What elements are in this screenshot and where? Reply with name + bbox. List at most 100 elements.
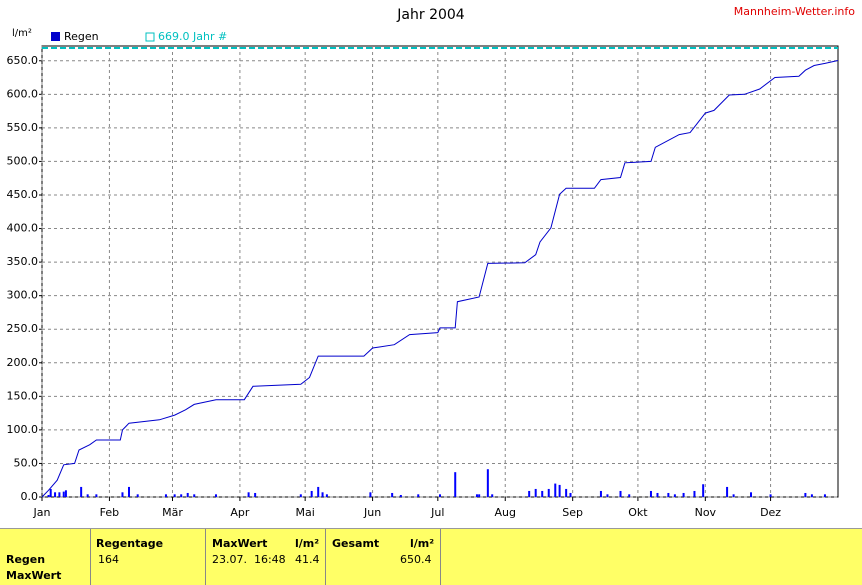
bar bbox=[58, 492, 61, 497]
cell: 650.4 bbox=[400, 553, 432, 566]
legend-swatch bbox=[145, 32, 155, 42]
row-label: Regen bbox=[6, 553, 46, 566]
bar bbox=[95, 494, 98, 497]
bar bbox=[569, 492, 572, 497]
bar bbox=[299, 494, 302, 497]
bar bbox=[823, 494, 826, 497]
bar bbox=[64, 490, 67, 497]
header: Regentage bbox=[96, 537, 164, 550]
x-tick-label: Dez bbox=[760, 506, 781, 519]
bar bbox=[47, 494, 50, 497]
bar bbox=[726, 486, 729, 497]
bar bbox=[732, 494, 735, 497]
bar bbox=[656, 492, 659, 497]
bar bbox=[693, 490, 696, 497]
bar bbox=[534, 488, 537, 497]
bar bbox=[628, 494, 631, 497]
bar bbox=[54, 492, 57, 497]
bar bbox=[682, 492, 685, 497]
y-tick-label: 550.0 bbox=[7, 121, 39, 134]
bar bbox=[186, 492, 189, 497]
bar bbox=[454, 472, 457, 497]
header: Gesamt bbox=[332, 537, 380, 550]
cell: 23.07. 16:48 bbox=[212, 553, 286, 566]
bar bbox=[769, 494, 772, 497]
bar bbox=[180, 494, 183, 497]
row-label: MaxWert bbox=[6, 569, 62, 582]
bar bbox=[804, 492, 807, 497]
bar bbox=[417, 494, 420, 497]
reference-label: 669.0 Jahr # bbox=[158, 30, 227, 43]
bar bbox=[127, 486, 130, 497]
site-label: Mannheim-Wetter.info bbox=[734, 5, 856, 18]
y-tick-label: 450.0 bbox=[7, 188, 39, 201]
x-tick-label: Okt bbox=[628, 506, 648, 519]
bar bbox=[121, 492, 124, 497]
bar bbox=[599, 490, 602, 497]
bar bbox=[399, 494, 402, 497]
bar bbox=[491, 494, 494, 497]
bar bbox=[254, 492, 257, 497]
y-tick-label: 100.0 bbox=[7, 423, 39, 436]
y-tick-label: 600.0 bbox=[7, 87, 39, 100]
x-tick-label: Nov bbox=[695, 506, 717, 519]
cell: 41.4 bbox=[295, 553, 320, 566]
bar bbox=[486, 469, 489, 497]
bar bbox=[478, 494, 481, 497]
bar bbox=[541, 490, 544, 497]
y-tick-label: 500.0 bbox=[7, 154, 39, 167]
bar bbox=[810, 494, 813, 497]
x-tick-label: Apr bbox=[230, 506, 250, 519]
bar bbox=[558, 484, 561, 497]
y-tick-label: 650.0 bbox=[7, 54, 39, 67]
bar bbox=[173, 494, 176, 497]
bar bbox=[547, 488, 550, 497]
x-tick-label: Sep bbox=[562, 506, 583, 519]
bar bbox=[391, 492, 394, 497]
y-tick-label: 50.0 bbox=[14, 456, 39, 469]
x-tick-label: Jun bbox=[363, 506, 381, 519]
legend-swatch bbox=[51, 32, 60, 41]
bar bbox=[649, 490, 652, 497]
bar bbox=[80, 486, 83, 497]
x-tick-label: Mai bbox=[296, 506, 315, 519]
y-axis-label: l/m² bbox=[12, 28, 32, 39]
bar bbox=[750, 492, 753, 497]
legend-label: Regen bbox=[64, 30, 99, 43]
x-tick-label: Aug bbox=[495, 506, 516, 519]
chart-title: Jahr 2004 bbox=[396, 7, 465, 23]
plot-area bbox=[41, 45, 839, 498]
bar bbox=[325, 494, 328, 497]
y-tick-label: 200.0 bbox=[7, 356, 39, 369]
y-tick-label: 150.0 bbox=[7, 389, 39, 402]
bar bbox=[528, 490, 531, 497]
y-tick-label: 350.0 bbox=[7, 255, 39, 268]
bar bbox=[565, 488, 568, 497]
bar bbox=[62, 491, 65, 497]
bar bbox=[673, 494, 676, 497]
bar bbox=[321, 492, 324, 497]
y-tick-label: 300.0 bbox=[7, 289, 39, 302]
divider bbox=[90, 529, 91, 585]
bar bbox=[86, 494, 89, 497]
divider bbox=[325, 529, 326, 585]
cumulative-line bbox=[41, 60, 839, 498]
bar bbox=[310, 490, 313, 497]
x-tick-label: Jan bbox=[33, 506, 51, 519]
cell: 164 bbox=[98, 553, 119, 566]
bar bbox=[317, 486, 320, 497]
divider bbox=[440, 529, 441, 585]
header: MaxWert bbox=[212, 537, 268, 550]
y-tick-label: 400.0 bbox=[7, 222, 39, 235]
bar bbox=[475, 494, 478, 497]
x-tick-label: Jul bbox=[430, 506, 444, 519]
bar bbox=[606, 494, 609, 497]
bar bbox=[554, 483, 557, 497]
bar bbox=[193, 494, 196, 497]
x-tick-label: Mär bbox=[162, 506, 183, 519]
bar bbox=[619, 490, 622, 497]
divider bbox=[205, 529, 206, 585]
bar bbox=[49, 488, 52, 497]
bar bbox=[439, 494, 441, 497]
bar bbox=[369, 492, 372, 497]
